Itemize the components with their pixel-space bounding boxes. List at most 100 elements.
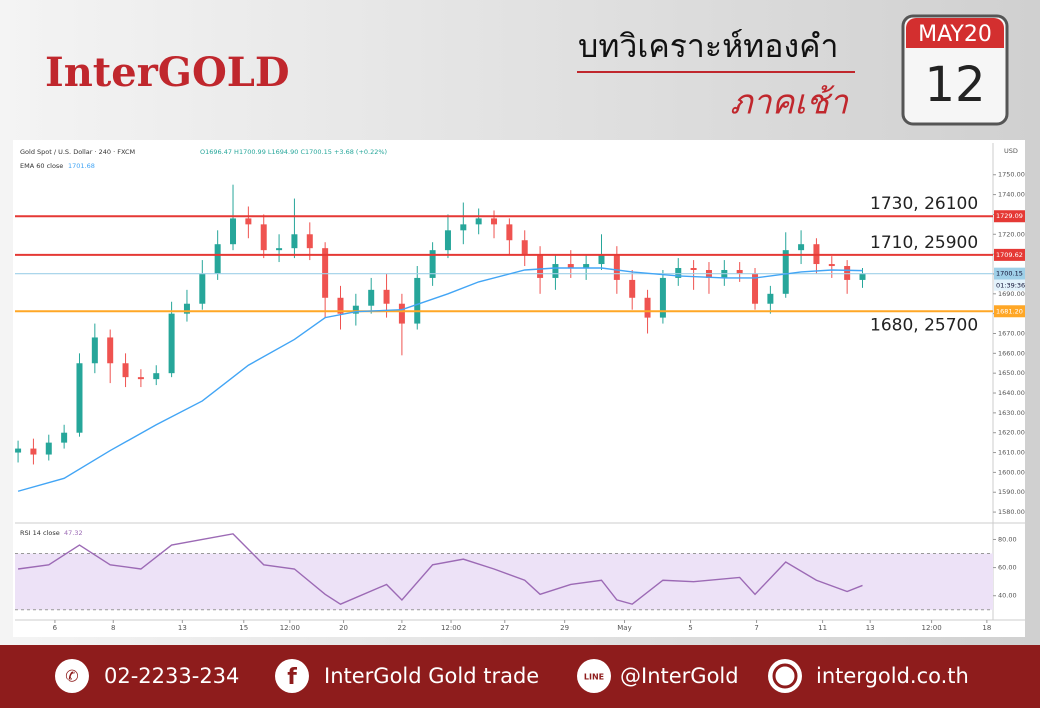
candle-body bbox=[475, 218, 482, 225]
x-tick-label: 29 bbox=[560, 624, 569, 632]
x-tick-label: 18 bbox=[982, 624, 991, 632]
candle-body bbox=[383, 289, 390, 304]
footer bbox=[0, 645, 1040, 708]
x-tick-label: 11 bbox=[818, 624, 827, 632]
calendar-day: 12 bbox=[924, 57, 985, 113]
candle-body bbox=[782, 250, 789, 294]
candle-body bbox=[767, 293, 774, 304]
x-tick-label: 12:00 bbox=[441, 624, 461, 632]
candle-body bbox=[15, 448, 22, 453]
y-tick-label: 1670.00 bbox=[998, 329, 1025, 337]
level-label: 1709.62 bbox=[996, 251, 1023, 259]
level-label: 1700.15 bbox=[996, 270, 1023, 278]
candle-body bbox=[183, 303, 190, 314]
y-tick-label: 1660.00 bbox=[998, 349, 1025, 357]
candle-body bbox=[859, 273, 866, 280]
candle-body bbox=[552, 264, 559, 278]
x-tick-label: 7 bbox=[754, 624, 758, 632]
candle-body bbox=[230, 218, 237, 245]
y-tick-label: 80.00 bbox=[998, 535, 1017, 543]
y-tick-label: 1690.00 bbox=[998, 290, 1025, 298]
candle-body bbox=[598, 254, 605, 265]
y-tick-label: 1580.00 bbox=[998, 508, 1025, 516]
candle-body bbox=[629, 279, 636, 298]
level-annotation: 1680, 25700 bbox=[870, 315, 978, 335]
legend-value: 47.32 bbox=[64, 529, 83, 537]
candle-body bbox=[828, 264, 835, 267]
level-box bbox=[994, 267, 1025, 280]
rsi-line bbox=[17, 533, 863, 605]
line: @InterGold bbox=[620, 664, 739, 688]
candle-body bbox=[153, 373, 160, 380]
countdown-box bbox=[994, 279, 1025, 291]
candle-body bbox=[122, 363, 129, 378]
candle-body bbox=[398, 303, 405, 324]
website: intergold.co.th bbox=[816, 664, 969, 688]
chart-title: Gold Spot / U.S. Dollar · 240 · FXCM bbox=[20, 148, 135, 156]
ohlc-text: O1696.47 H1700.99 L1694.90 C1700.15 +3.6… bbox=[200, 148, 387, 156]
candle-body bbox=[214, 244, 221, 274]
candle-body bbox=[291, 234, 298, 249]
phone-icon-glyph: ✆ bbox=[65, 667, 78, 686]
candle-body bbox=[752, 273, 759, 304]
x-tick-label: 27 bbox=[500, 624, 509, 632]
legend-value: 1701.68 bbox=[68, 162, 95, 170]
countdown: 01:39:36 bbox=[996, 282, 1025, 290]
level-label: 1681.20 bbox=[996, 307, 1023, 315]
x-tick-label: 12:00 bbox=[280, 624, 300, 632]
y-tick-label: 1610.00 bbox=[998, 449, 1025, 457]
candle-body bbox=[521, 240, 528, 255]
logo: InterGOLD bbox=[45, 49, 290, 96]
candle-body bbox=[429, 250, 436, 278]
candle-body bbox=[245, 218, 252, 225]
candle-body bbox=[45, 442, 52, 455]
rsi-band bbox=[15, 553, 993, 610]
legend-name: EMA 60 close bbox=[20, 162, 63, 170]
candle-body bbox=[675, 268, 682, 278]
x-tick-label: 12:00 bbox=[921, 624, 941, 632]
chart: 1580.001590.001600.001610.001620.001630.… bbox=[15, 143, 1025, 632]
level-box bbox=[994, 305, 1025, 318]
candle-body bbox=[168, 313, 175, 374]
calendar-header bbox=[906, 18, 1004, 48]
candle-body bbox=[444, 230, 451, 251]
y-tick-label: 1590.00 bbox=[998, 488, 1025, 496]
facebook: InterGold Gold trade bbox=[324, 664, 539, 688]
phone: 02-2233-234 bbox=[104, 664, 239, 688]
candle-body bbox=[506, 224, 513, 241]
x-tick-label: 5 bbox=[688, 624, 692, 632]
banner-subtitle: ภาคเช้า bbox=[730, 83, 849, 123]
candle-body bbox=[460, 224, 467, 231]
x-tick-label: 20 bbox=[339, 624, 348, 632]
y-tick-label: 1750.00 bbox=[998, 171, 1025, 179]
web-icon-globe bbox=[772, 663, 798, 689]
facebook-icon-glyph: f bbox=[287, 665, 297, 690]
candle-body bbox=[690, 268, 697, 270]
candle-body bbox=[736, 269, 743, 274]
candle-body bbox=[491, 218, 498, 225]
legend-name: RSI 14 close bbox=[20, 529, 60, 537]
candle-body bbox=[199, 273, 206, 304]
y-tick-label: 1640.00 bbox=[998, 389, 1025, 397]
level-annotation: 1710, 25900 bbox=[870, 233, 978, 253]
level-annotation: 1730, 26100 bbox=[870, 194, 978, 214]
candle-body bbox=[659, 277, 666, 318]
candle-body bbox=[337, 297, 344, 314]
currency-label: USD bbox=[1004, 147, 1018, 155]
x-tick-label: 15 bbox=[239, 624, 248, 632]
candle-body bbox=[107, 337, 114, 364]
candle-body bbox=[537, 254, 544, 278]
candle-body bbox=[352, 305, 359, 314]
candle-body bbox=[260, 224, 267, 251]
candle-body bbox=[583, 264, 590, 269]
candle-body bbox=[30, 448, 37, 455]
y-tick-label: 1650.00 bbox=[998, 369, 1025, 377]
y-tick-label: 1630.00 bbox=[998, 409, 1025, 417]
banner-title: บทวิเคราะห์ทองคำ bbox=[578, 27, 838, 65]
y-tick-label: 1720.00 bbox=[998, 230, 1025, 238]
level-box bbox=[994, 248, 1025, 261]
candle-body bbox=[91, 337, 98, 364]
calendar-month: MAY20 bbox=[918, 22, 992, 47]
line-icon-glyph: LINE bbox=[584, 673, 604, 682]
